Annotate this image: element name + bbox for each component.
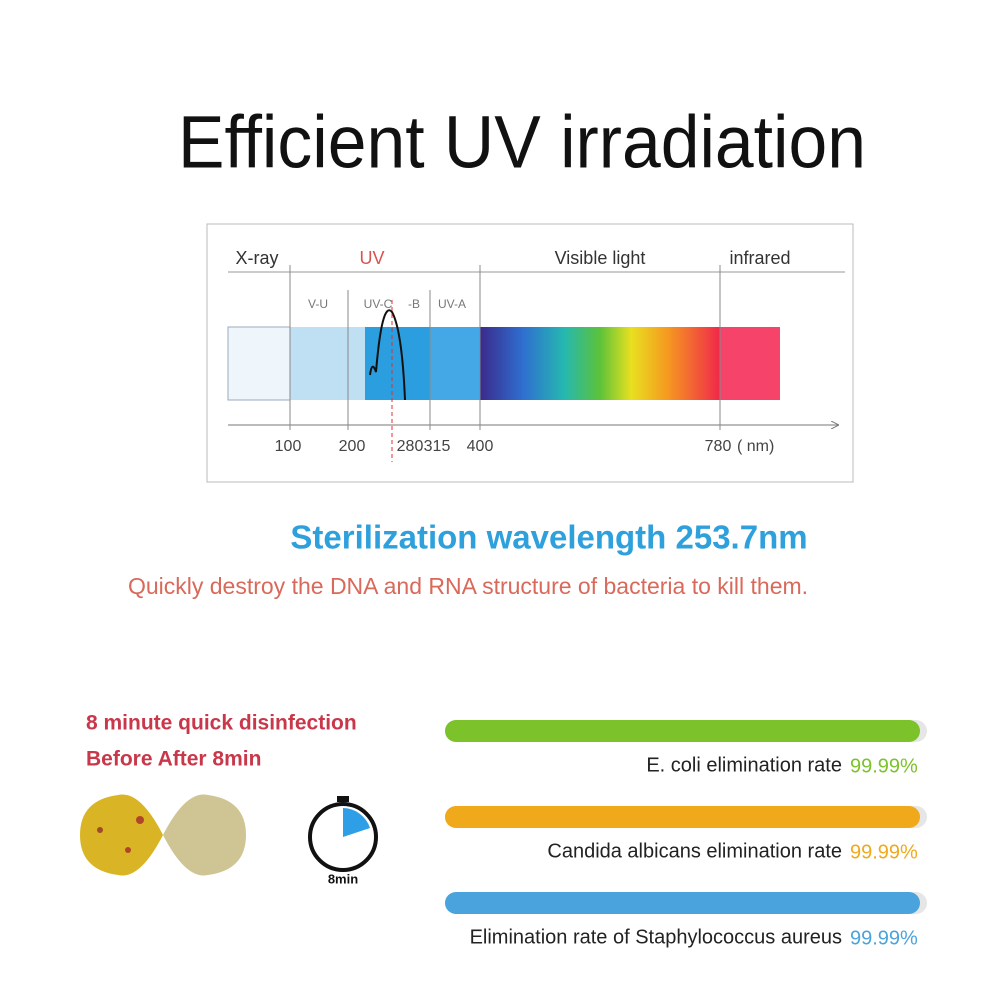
band-label: V-U [308,297,328,311]
band-label: -B [408,297,420,311]
region-label: infrared [729,248,790,268]
rate-bar [445,720,920,742]
band [365,327,430,400]
rate-bar [445,892,920,914]
timer-label: 8min [328,871,358,886]
unit-label: ( nm) [737,438,774,455]
curve [369,309,406,401]
rate-label: Elimination rate of Staphylococcus aureu… [470,926,842,948]
band [430,327,480,400]
subheading: Before After 8min [86,748,261,771]
rate-value: 99.99% [850,841,918,863]
band [480,327,720,400]
description: Quickly destroy the DNA and RNA structur… [128,573,808,599]
band-label: UV-A [438,297,466,311]
rate-label: Candida albicans elimination rate [547,840,842,862]
region-label: Visible light [555,248,646,268]
tick-label: 200 [339,438,366,455]
timer [308,796,378,872]
subtitle: Sterilization wavelength 253.7nm [290,519,807,556]
rate-value: 99.99% [850,927,918,949]
band [720,327,780,400]
rate-value: 99.99% [850,755,918,777]
dividers [289,265,721,430]
band [290,327,365,400]
tick-label: 280 [397,438,424,455]
heading: 8 minute quick disinfection [86,712,357,735]
band-label: UV-C [364,297,393,311]
spectrum-diagram: X-ray UV Visible light infrared V-U UV-C -B UV… [206,223,854,483]
tick-label: 400 [467,438,494,455]
dish-after [163,794,246,876]
title: Efficient UV irradiation [178,101,866,184]
rate-bar [445,806,920,828]
region-label: X-ray [235,248,278,268]
dish-before [80,794,163,876]
rate-label: E. coli elimination rate [646,754,842,776]
tick-label: 315 [424,438,451,455]
tick-label: 100 [275,438,302,455]
tick-label: 780 [705,438,732,455]
band [227,326,291,401]
region-label: UV [359,248,384,268]
